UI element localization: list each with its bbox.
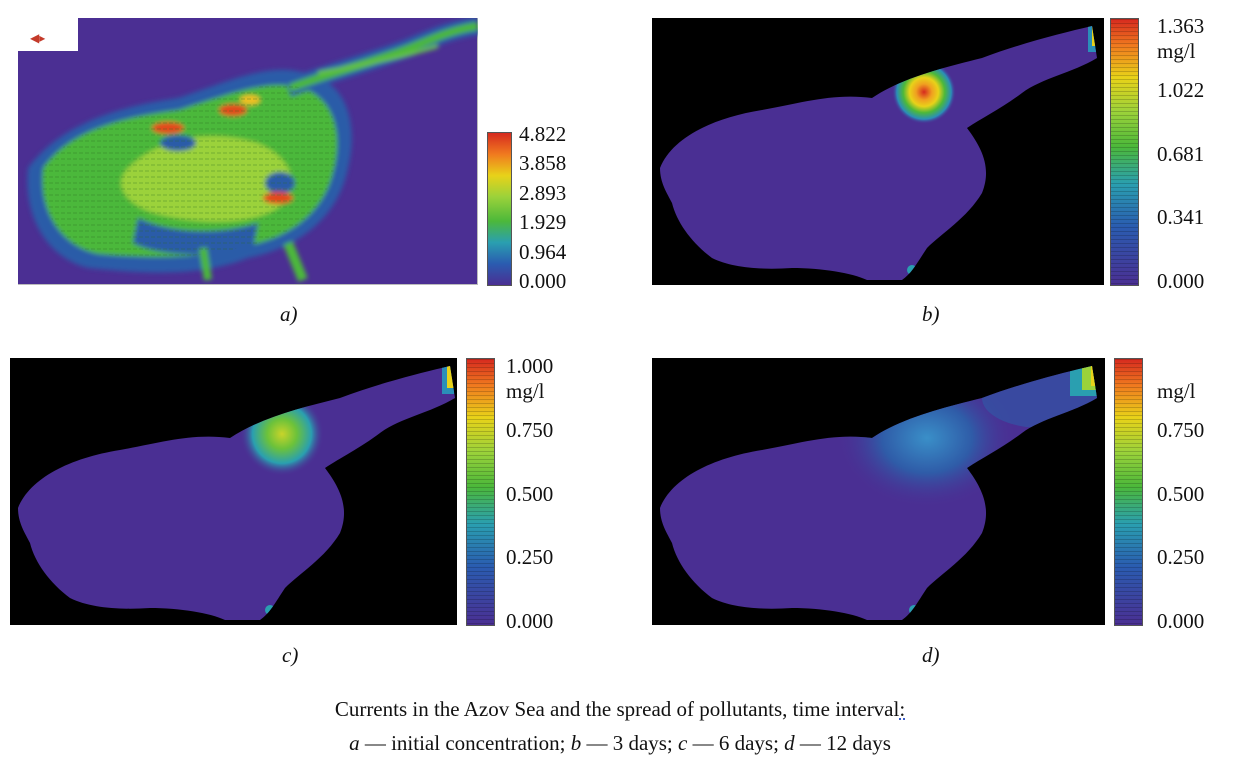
colorbar-c-tick: 0.750 [506, 418, 554, 442]
caption-line-1: Currents in the Azov Sea and the spread … [0, 692, 1240, 726]
colorbar-d [1114, 358, 1143, 626]
colorbar-a-tick: 0.000 [519, 269, 567, 293]
colorbar-b-tick: 0.000 [1157, 269, 1205, 293]
caption-letter-c: c [678, 731, 688, 755]
colorbar-b-tick: 1.022 [1157, 78, 1205, 102]
arrow-icon: ◀▸ [30, 31, 45, 45]
colorbar-c-tick: 0.500 [506, 482, 554, 506]
figure-caption: Currents in the Azov Sea and the spread … [0, 692, 1240, 760]
caption-line-2: a — initial concentration; b — 3 days; c… [0, 726, 1240, 760]
panel-b-label: b) [922, 302, 940, 326]
current-speed-map: ◀▸ [18, 18, 478, 285]
colorbar-c-tick: 0.000 [506, 609, 554, 633]
caption-text-a: — initial concentration; [359, 731, 571, 755]
colorbar-d-tick: 0.750 [1157, 418, 1205, 442]
colorbar-d-tick: 0.500 [1157, 482, 1205, 506]
colorbar-c-unit: mg/l [506, 379, 545, 403]
colorbar-b-tick: 1.363 [1157, 14, 1205, 38]
colorbar-a-tick: 3.858 [519, 151, 567, 175]
colorbar-a-tick: 4.822 [519, 122, 567, 146]
colorbar-b [1110, 18, 1139, 286]
colorbar-a [487, 132, 512, 286]
colorbar-c [466, 358, 495, 626]
caption-letter-d: d [784, 731, 795, 755]
concentration-map-c [10, 358, 457, 625]
caption-text-d: — 12 days [794, 731, 891, 755]
panel-d-label: d) [922, 643, 940, 667]
caption-letter-b: b [570, 731, 582, 755]
caption-line-1-text: Currents in the Azov Sea and the spread … [334, 697, 900, 721]
colorbar-b-tick: 0.341 [1157, 205, 1205, 229]
colorbar-d-tick: 0.250 [1157, 545, 1205, 569]
inset-box [18, 18, 78, 51]
colorbar-c-tick: 0.250 [506, 545, 554, 569]
concentration-map-b [652, 18, 1104, 285]
colorbar-d-unit: mg/l [1157, 379, 1196, 403]
colorbar-a-tick: 0.964 [519, 240, 567, 264]
panel-c-label: c) [282, 643, 299, 667]
colorbar-c-tick: 1.000 [506, 354, 554, 378]
colorbar-a-tick: 1.929 [519, 210, 567, 234]
panel-a-label: a) [280, 302, 298, 326]
caption-letter-a: a [349, 731, 360, 755]
colorbar-d-tick: 0.000 [1157, 609, 1205, 633]
concentration-map-d [652, 358, 1105, 625]
caption-text-c: — 6 days; [687, 731, 785, 755]
colorbar-b-unit: mg/l [1157, 39, 1196, 63]
caption-text-b: — 3 days; [581, 731, 679, 755]
colorbar-a-tick: 2.893 [519, 181, 567, 205]
caption-line-1-colon: : [899, 697, 906, 721]
colorbar-b-tick: 0.681 [1157, 142, 1205, 166]
